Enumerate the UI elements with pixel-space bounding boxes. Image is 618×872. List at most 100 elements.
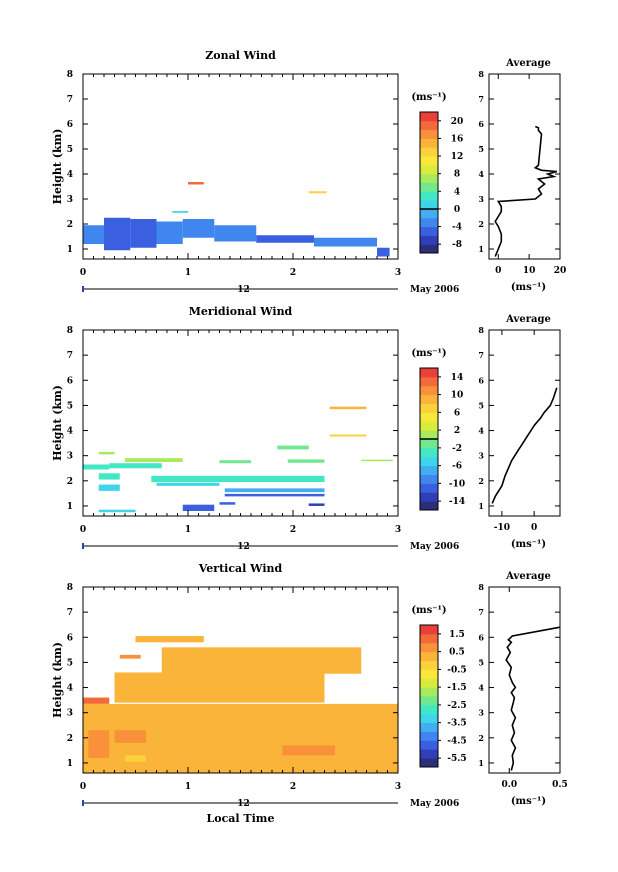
- heat-cell: [156, 482, 220, 486]
- y-tick-label: 6: [67, 376, 73, 386]
- heat-cell: [308, 191, 327, 194]
- colorbar-segment: [420, 704, 438, 715]
- month-label: May 2006: [410, 542, 459, 552]
- x-tick-label: 1: [185, 525, 191, 535]
- colorbar-tick-label: 0.5: [449, 648, 465, 658]
- colorbar-tick-label: -3.5: [447, 719, 466, 729]
- panel-title: Meridional Wind: [189, 305, 293, 318]
- x-tick-label: 2: [290, 782, 296, 792]
- profile-x-tick-label: 10: [523, 266, 536, 276]
- colorbar-segment: [420, 501, 438, 511]
- colorbar-segment: [420, 660, 438, 670]
- heat-cell: [314, 237, 377, 247]
- heat-cell: [182, 219, 215, 238]
- heat-cell: [130, 219, 157, 248]
- colorbar-tick-label: 0: [454, 205, 460, 215]
- y-tick-label: 8: [67, 70, 73, 80]
- colorbar-segment: [420, 156, 438, 166]
- colorbar-tick-label: -4: [452, 223, 462, 233]
- x-tick-label: 3: [395, 525, 401, 535]
- heat-cell: [219, 460, 251, 464]
- colorbar-segment: [420, 120, 438, 131]
- colorbar-segment: [420, 696, 438, 706]
- date-label: 12: [237, 285, 250, 295]
- colorbar-segment: [420, 687, 438, 697]
- colorbar-unit: (ms⁻¹): [411, 605, 446, 616]
- heat-cell: [188, 182, 204, 185]
- colorbar-segment: [420, 722, 438, 732]
- profile-x-tick-label: 20: [554, 266, 567, 276]
- colorbar-segment: [420, 138, 438, 148]
- x-tick-label: 3: [395, 782, 401, 792]
- profile-y-tick-label: 1: [478, 501, 484, 511]
- colorbar-segment: [420, 385, 438, 396]
- colorbar-segment: [420, 474, 438, 484]
- profile-frame: [488, 73, 561, 260]
- profile-y-tick-label: 4: [478, 426, 484, 436]
- colorbar-segment: [420, 173, 438, 183]
- heat-cell: [83, 225, 104, 244]
- profile-y-tick-label: 2: [478, 733, 484, 743]
- x-tick-label: 3: [395, 268, 401, 278]
- heat-cell: [88, 730, 110, 758]
- heat-cell: [329, 434, 367, 437]
- y-tick-label: 7: [67, 608, 73, 618]
- profile-y-tick-label: 4: [478, 169, 484, 179]
- profile-frame: [488, 329, 561, 517]
- colorbar-segment: [420, 412, 438, 422]
- colorbar-segment: [420, 129, 438, 139]
- heat-cell: [83, 464, 110, 470]
- heat-cell: [109, 463, 162, 469]
- heat-cell: [361, 459, 393, 462]
- colorbar-segment: [420, 465, 438, 475]
- x-tick-label: 1: [185, 782, 191, 792]
- profile-y-tick-label: 1: [478, 244, 484, 254]
- profile-y-tick-label: 7: [478, 350, 484, 360]
- colorbar-segment: [420, 200, 438, 210]
- profile-x-tick-label: -10: [494, 523, 510, 533]
- profile-y-tick-label: 8: [478, 325, 484, 335]
- colorbar-segment: [420, 368, 438, 378]
- profile-y-tick-label: 3: [478, 451, 484, 461]
- profile-line: [494, 125, 558, 257]
- y-axis-label: Height (km): [51, 385, 64, 461]
- colorbar-tick-label: -2: [452, 444, 462, 454]
- y-tick-label: 6: [67, 120, 73, 130]
- colorbar-segment: [420, 642, 438, 653]
- profile-y-tick-label: 2: [478, 476, 484, 486]
- colorbar-segment: [420, 740, 438, 750]
- colorbar-segment: [420, 731, 438, 741]
- profile-y-tick-label: 7: [478, 607, 484, 617]
- profile-x-label: (ms⁻¹): [511, 282, 546, 293]
- heat-cell: [114, 672, 325, 703]
- y-tick-label: 4: [67, 427, 73, 437]
- x-axis-label: Local Time: [207, 812, 275, 825]
- y-tick-label: 4: [67, 684, 73, 694]
- colorbar-frame: [419, 624, 439, 768]
- y-tick-label: 8: [67, 583, 73, 593]
- heat-cell: [98, 451, 115, 455]
- colorbar-tick-label: 1.5: [449, 630, 465, 640]
- colorbar-segment: [420, 403, 438, 413]
- colorbar-tick-label: -6: [452, 462, 462, 472]
- colorbar-tick-label: -4.5: [447, 736, 466, 746]
- x-tick-label: 0: [80, 268, 86, 278]
- date-label: 12: [237, 542, 250, 552]
- y-tick-label: 6: [67, 633, 73, 643]
- y-tick-label: 3: [67, 195, 73, 205]
- profile-y-tick-label: 2: [478, 219, 484, 229]
- heat-cell: [104, 217, 131, 251]
- profile-y-tick-label: 3: [478, 708, 484, 718]
- y-tick-label: 2: [67, 734, 73, 744]
- heat-cell: [182, 504, 215, 511]
- colorbar-frame: [419, 111, 439, 254]
- heat-cell: [219, 502, 236, 505]
- y-tick-label: 3: [67, 452, 73, 462]
- profile-x-tick-label: 0: [531, 523, 537, 533]
- colorbar-segment: [420, 235, 438, 245]
- profile-x-tick-label: 0.0: [501, 780, 517, 790]
- colorbar-segment: [420, 456, 438, 467]
- colorbar-segment: [420, 226, 438, 236]
